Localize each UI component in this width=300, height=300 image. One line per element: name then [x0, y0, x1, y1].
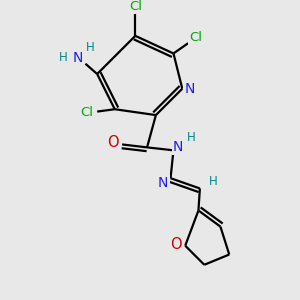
Text: N: N — [73, 51, 83, 65]
Text: Cl: Cl — [80, 106, 93, 119]
Text: H: H — [187, 131, 196, 145]
Text: Cl: Cl — [189, 31, 202, 44]
Text: H: H — [59, 51, 68, 64]
Text: N: N — [173, 140, 183, 154]
Text: H: H — [209, 175, 218, 188]
Text: N: N — [158, 176, 168, 190]
Text: H: H — [85, 41, 94, 54]
Text: N: N — [184, 82, 195, 96]
Text: Cl: Cl — [129, 0, 142, 13]
Text: O: O — [171, 237, 182, 252]
Text: O: O — [107, 136, 119, 151]
